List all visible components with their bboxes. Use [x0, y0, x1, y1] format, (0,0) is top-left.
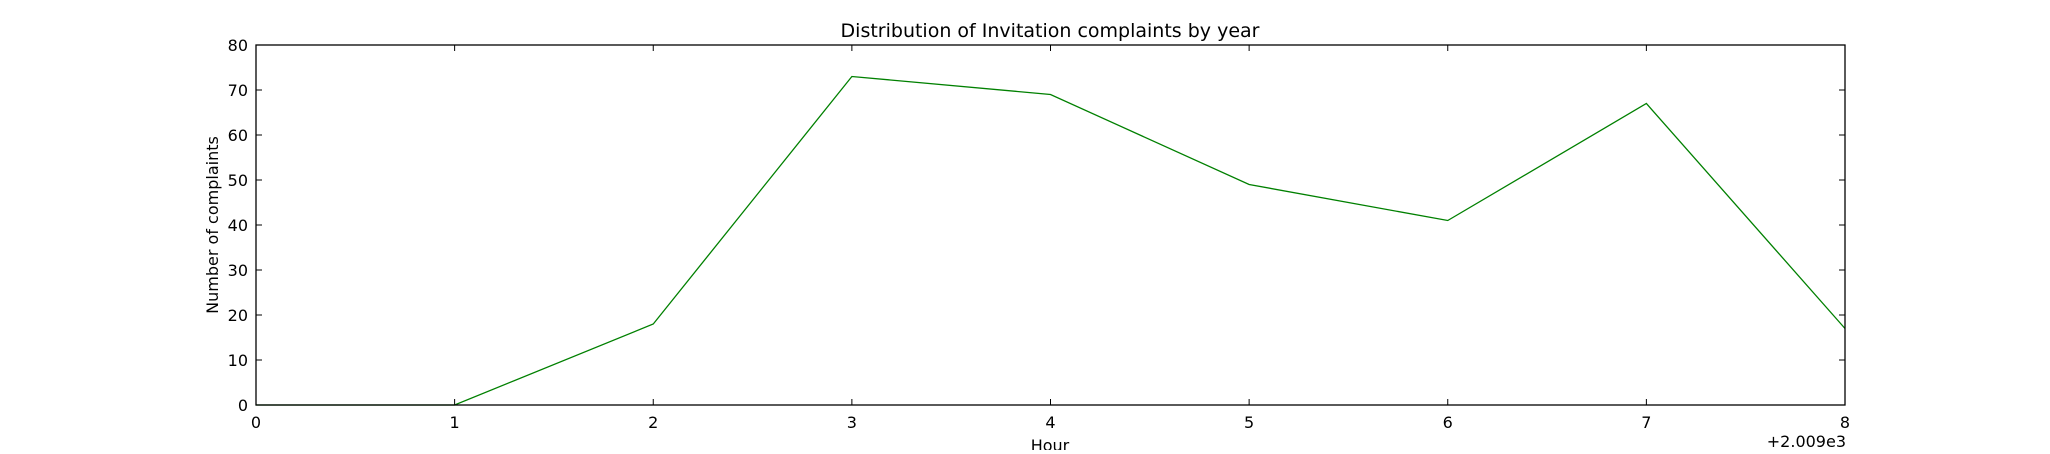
y-tick-label: 80	[228, 36, 248, 55]
x-tick-label: 3	[847, 413, 857, 432]
y-tick-label: 40	[228, 216, 248, 235]
y-tick-label: 50	[228, 171, 248, 190]
x-tick-label: 2	[648, 413, 658, 432]
x-tick-label: 6	[1443, 413, 1453, 432]
x-tick-label: 8	[1840, 413, 1850, 432]
x-tick-label: 7	[1641, 413, 1651, 432]
y-tick-label: 30	[228, 261, 248, 280]
y-tick-label: 10	[228, 351, 248, 370]
y-tick-label: 20	[228, 306, 248, 325]
y-tick-label: 70	[228, 81, 248, 100]
x-tick-label: 1	[450, 413, 460, 432]
x-tick-label: 4	[1045, 413, 1055, 432]
chart-title: Distribution of Invitation complaints by…	[841, 20, 1260, 42]
x-axis-label: Hour	[1031, 436, 1070, 450]
series-layer	[256, 76, 1845, 405]
x-tick-label: 5	[1244, 413, 1254, 432]
y-tick-label: 60	[228, 126, 248, 145]
plot-frame	[256, 45, 1845, 405]
y-axis-label: Number of complaints	[203, 136, 222, 314]
series-line	[256, 77, 1845, 406]
x-axis-offset-text: +2.009e3	[1767, 432, 1846, 450]
y-tick-label: 0	[238, 396, 248, 415]
x-tick-label: 0	[251, 413, 261, 432]
